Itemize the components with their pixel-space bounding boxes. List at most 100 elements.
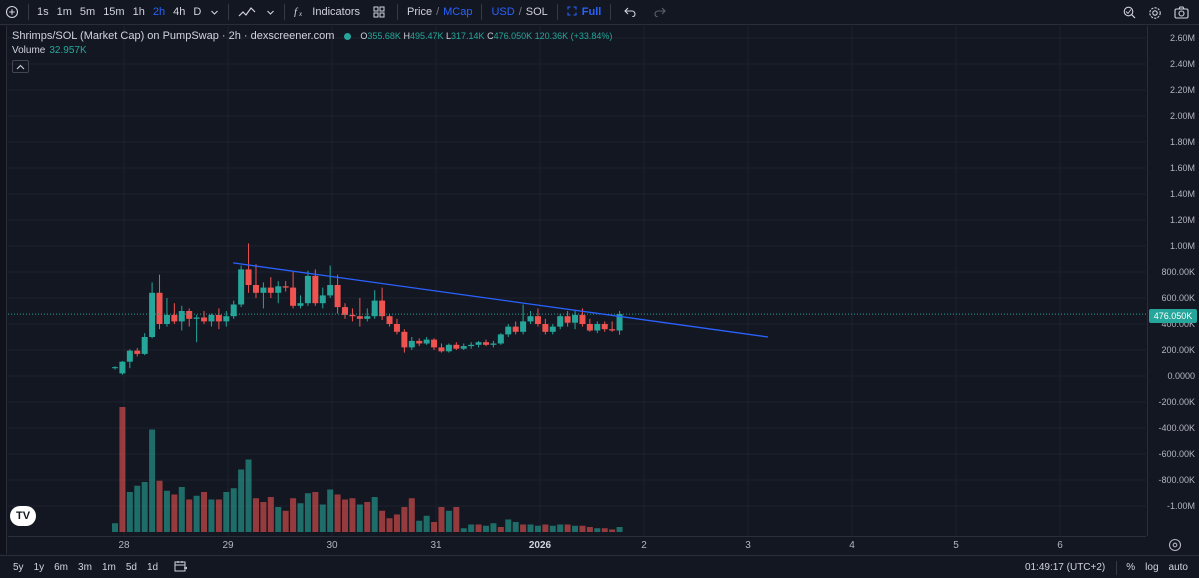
volume-bar bbox=[512, 522, 519, 532]
time-tick-label: 28 bbox=[118, 540, 130, 551]
toolbar-separator bbox=[28, 4, 29, 20]
range-1m[interactable]: 1m bbox=[101, 561, 116, 573]
candle-body bbox=[297, 303, 304, 306]
undo-icon[interactable] bbox=[615, 0, 645, 25]
volume-bar bbox=[616, 527, 623, 532]
axis-settings-icon[interactable] bbox=[1167, 537, 1183, 553]
interval-2h[interactable]: 2h bbox=[152, 6, 166, 18]
redo-icon[interactable] bbox=[645, 0, 675, 25]
go-to-date-icon[interactable] bbox=[169, 560, 192, 575]
chart-type-line-icon[interactable] bbox=[233, 0, 261, 25]
interval-15m[interactable]: 15m bbox=[103, 6, 125, 18]
volume-bar bbox=[282, 510, 289, 532]
candle-body bbox=[134, 350, 141, 354]
usd-option[interactable]: USD bbox=[491, 6, 515, 18]
candle-body bbox=[304, 275, 311, 304]
candle-body bbox=[126, 350, 133, 362]
volume-bar bbox=[201, 492, 208, 532]
interval-1s[interactable]: 1s bbox=[37, 6, 49, 18]
volume-bar bbox=[334, 494, 341, 532]
range-6m[interactable]: 6m bbox=[54, 561, 69, 573]
volume-bar bbox=[490, 523, 497, 532]
high-key: H bbox=[403, 31, 410, 41]
time-tick-label: 5 bbox=[953, 540, 959, 551]
toolbar-separator bbox=[481, 4, 483, 20]
sol-option[interactable]: SOL bbox=[525, 6, 548, 18]
interval-group: 1s 1m 5m 15m 1h 2h 4h D bbox=[33, 0, 205, 25]
volume-bar bbox=[134, 485, 141, 532]
price-mcap-toggle[interactable]: Price / MCap bbox=[402, 0, 477, 25]
tradingview-logo[interactable]: TV bbox=[10, 506, 36, 526]
toolbar-separator bbox=[610, 4, 612, 20]
price-scale[interactable]: 2.60M 2.40M 2.20M 2.00M 1.80M 1.60M 1.40M 1.20M… bbox=[1147, 26, 1199, 536]
log-scale-toggle[interactable]: log bbox=[1145, 562, 1159, 573]
candle-body bbox=[423, 339, 430, 344]
volume-bar bbox=[609, 529, 616, 532]
candle-body bbox=[445, 344, 452, 352]
candle-body bbox=[386, 316, 393, 324]
layouts-grid-icon[interactable] bbox=[365, 0, 393, 25]
chevron-down-icon[interactable] bbox=[261, 0, 280, 25]
interval-1h[interactable]: 1h bbox=[132, 6, 145, 18]
volume-bar bbox=[386, 518, 393, 532]
price-tick-label: 600.00K bbox=[1161, 293, 1195, 303]
full-range-button[interactable]: Full bbox=[562, 0, 607, 25]
candle-body bbox=[497, 334, 504, 344]
volume-bar bbox=[431, 522, 438, 532]
candle-body bbox=[149, 292, 156, 337]
candle-body bbox=[312, 275, 319, 304]
volume-bar bbox=[208, 499, 215, 532]
volume-bar bbox=[542, 524, 549, 532]
volume-legend: Volume 32.957K bbox=[12, 45, 87, 56]
mcap-option[interactable]: MCap bbox=[443, 6, 473, 18]
volume-bar bbox=[483, 525, 489, 532]
chevron-down-icon[interactable] bbox=[205, 0, 224, 25]
candle-body bbox=[327, 285, 334, 296]
range-5d[interactable]: 5d bbox=[125, 561, 137, 573]
chart-pane[interactable] bbox=[8, 26, 1146, 536]
range-5y[interactable]: 5y bbox=[13, 561, 24, 573]
last-price-label: 476.050K bbox=[1149, 309, 1197, 323]
trend-line-drawing[interactable] bbox=[233, 262, 769, 338]
price-tick-label: 800.00K bbox=[1161, 267, 1195, 277]
slash-divider: / bbox=[518, 6, 522, 18]
interval-1m[interactable]: 1m bbox=[56, 6, 72, 18]
candlestick-chart[interactable] bbox=[8, 26, 1146, 536]
collapse-legend-button[interactable] bbox=[12, 60, 29, 73]
range-1d[interactable]: 1d bbox=[146, 561, 159, 573]
candle-body bbox=[141, 337, 148, 354]
volume-bar bbox=[260, 502, 267, 532]
time-tick-label: 2026 bbox=[528, 540, 552, 551]
clock-timezone[interactable]: 01:49:17 (UTC+2) bbox=[1024, 562, 1106, 573]
interval-4h[interactable]: 4h bbox=[173, 6, 186, 18]
settings-gear-icon[interactable] bbox=[1142, 0, 1168, 25]
interval-5m[interactable]: 5m bbox=[79, 6, 96, 18]
price-option[interactable]: Price bbox=[407, 6, 433, 18]
volume-bar bbox=[119, 407, 126, 532]
candle-body bbox=[171, 314, 178, 322]
add-symbol-icon[interactable] bbox=[0, 0, 24, 25]
candle-body bbox=[275, 286, 282, 293]
low-value: 317.14K bbox=[451, 31, 485, 41]
volume-bar bbox=[171, 494, 178, 532]
volume-bar bbox=[304, 493, 311, 532]
auto-scale-toggle[interactable]: auto bbox=[1168, 562, 1188, 573]
interval-D[interactable]: D bbox=[193, 6, 202, 18]
time-axis[interactable]: 28 29 30 31 2026 2 3 4 5 6 bbox=[8, 536, 1146, 554]
camera-screenshot-icon[interactable] bbox=[1168, 0, 1195, 25]
candle-body bbox=[186, 311, 193, 319]
quick-search-icon[interactable] bbox=[1117, 0, 1142, 25]
time-tick-label: 31 bbox=[430, 540, 442, 551]
candle-body bbox=[193, 317, 200, 319]
volume-bar bbox=[534, 525, 541, 532]
candle-body bbox=[208, 314, 215, 322]
range-3m[interactable]: 3m bbox=[78, 561, 92, 573]
currency-toggle[interactable]: USD / SOL bbox=[486, 0, 552, 25]
percent-scale-toggle[interactable]: % bbox=[1126, 562, 1136, 573]
candle-body bbox=[468, 344, 475, 347]
close-key: C bbox=[487, 31, 494, 41]
volume-bar bbox=[149, 429, 156, 532]
range-1y[interactable]: 1y bbox=[33, 561, 45, 573]
